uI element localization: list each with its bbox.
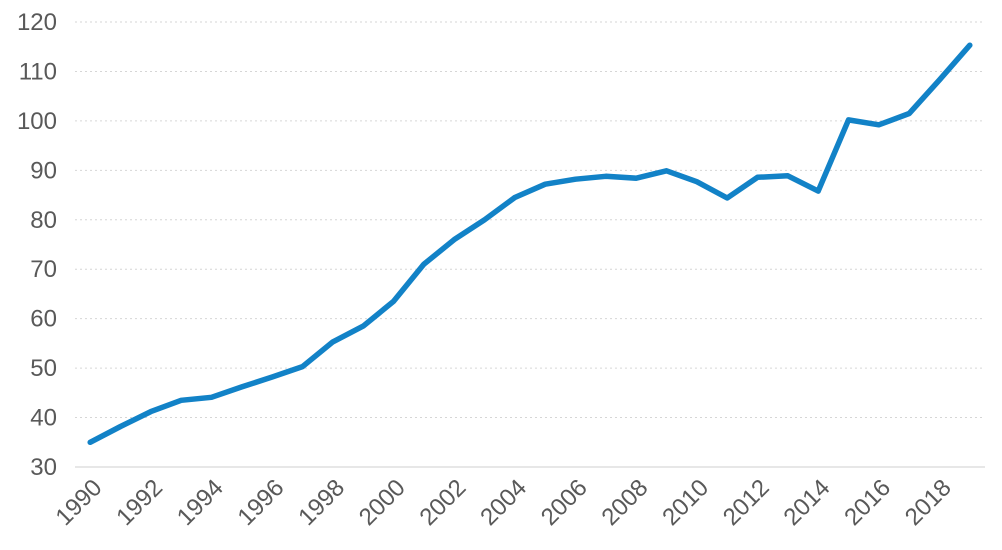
y-axis-tick-label: 60 [30,306,57,333]
x-axis-tick-label: 2012 [718,474,775,531]
x-axis-tick-label: 1990 [51,474,108,531]
x-axis-tick-label: 2018 [900,474,957,531]
y-axis-tick-label: 30 [30,454,57,481]
y-axis-tick-label: 110 [19,58,57,85]
y-axis-tick-label: 100 [17,108,57,135]
y-axis-tick-label: 90 [30,157,57,184]
x-axis-tick-label: 2010 [657,474,714,531]
y-axis-tick-label: 50 [30,355,57,382]
y-axis-tick-label: 120 [17,9,57,36]
x-axis-tick-label: 2008 [597,474,654,531]
x-axis-tick-label: 1998 [293,474,350,531]
x-axis-tick-label: 1996 [233,474,290,531]
y-axis-tick-label: 70 [30,256,57,283]
gridlines-group [75,21,985,468]
x-axis-tick-label: 2000 [354,474,411,531]
y-axis-tick-label: 40 [30,405,57,432]
x-axis-tick-label: 2004 [475,474,532,531]
y-axis-labels-group: 30 40 50 60 70 80 90 100 110 120 [17,9,57,481]
x-axis-tick-label: 1992 [111,474,168,531]
y-axis-tick-label: 80 [30,207,57,234]
x-axis-tick-label: 2014 [779,474,836,531]
x-axis-tick-label: 1994 [172,474,229,531]
x-axis-tick-label: 2002 [415,474,472,531]
data-series-line [87,42,973,446]
x-axis-tick-label: 2016 [839,474,896,531]
x-axis-labels-group: 1990 1992 1994 1996 1998 2000 2002 2004 2006 2008… [51,474,957,531]
x-axis-tick-label: 2006 [536,474,593,531]
